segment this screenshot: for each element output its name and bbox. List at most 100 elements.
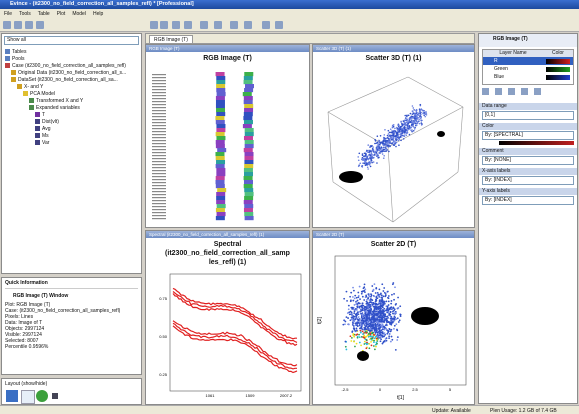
menu-item[interactable]: Plot <box>56 10 66 17</box>
image-strip <box>244 164 254 169</box>
toolbar <box>482 88 574 100</box>
scatter-point <box>363 328 366 331</box>
toolbar-button[interactable] <box>244 21 252 29</box>
toolbar-button[interactable] <box>482 88 489 95</box>
row-label <box>152 131 166 133</box>
scatter-point <box>388 328 391 331</box>
scatter-point <box>393 298 395 301</box>
tree-item[interactable]: Pools <box>5 56 138 63</box>
scatter-point <box>380 292 382 295</box>
scatter-point <box>353 308 355 311</box>
scatter-point <box>355 327 358 330</box>
layout-button[interactable] <box>36 390 48 402</box>
layer-row[interactable]: Green <box>483 65 573 73</box>
layer-row[interactable]: R <box>483 57 573 65</box>
scatter-point <box>386 321 388 324</box>
scatter-point <box>395 145 397 148</box>
tree-item[interactable]: Dist(vlt) <box>5 119 138 126</box>
scatter-point <box>353 328 356 331</box>
toolbar-button[interactable] <box>172 21 180 29</box>
scatter-point <box>359 322 362 325</box>
toolbar-button[interactable] <box>214 21 222 29</box>
toolbar-button[interactable] <box>275 21 283 29</box>
field-value[interactable]: By: [INDEX] <box>482 176 574 185</box>
toolbar-button[interactable] <box>25 21 33 29</box>
field-value[interactable]: By: [INDEX] <box>482 196 574 205</box>
layout-button[interactable] <box>52 393 58 399</box>
toolbar-button[interactable] <box>508 88 515 95</box>
menu-item[interactable]: Table <box>37 10 50 17</box>
tree-item[interactable]: Var <box>5 140 138 147</box>
scatter-point <box>366 311 369 314</box>
tree-item[interactable]: Transformed X and Y <box>5 98 138 105</box>
tree-label: Expanded variables <box>36 105 80 111</box>
scatter-point <box>401 123 404 126</box>
scatter-point <box>380 321 382 324</box>
scatter-point <box>393 324 396 327</box>
toolbar-button[interactable] <box>521 88 528 95</box>
scatter-point <box>366 315 369 318</box>
image-strip <box>217 188 227 193</box>
toolbar-button[interactable] <box>3 21 11 29</box>
image-strip <box>243 96 253 101</box>
row-label <box>152 149 166 151</box>
toolbar-button[interactable] <box>230 21 238 29</box>
tree-item[interactable]: Ms <box>5 133 138 140</box>
tree-item[interactable]: X- and Y <box>5 84 138 91</box>
menu-item[interactable]: Tools <box>19 10 31 17</box>
row-label <box>152 191 166 193</box>
scatter-point <box>365 161 367 164</box>
x-tick-label: -2.5 <box>342 387 350 392</box>
menu-item[interactable]: File <box>4 10 13 17</box>
toolbar-button[interactable] <box>200 21 208 29</box>
toolbar-button[interactable] <box>36 21 44 29</box>
tree-item[interactable]: DataSet (it2300_no_field_correction_all_… <box>5 77 138 84</box>
tree-item[interactable]: Case (it2300_no_field_correction_all_sam… <box>5 63 138 70</box>
scatter-point <box>356 309 358 311</box>
scatter-point <box>381 323 384 326</box>
row-label <box>152 113 166 115</box>
scatter-point <box>374 333 377 336</box>
scatter-point <box>389 128 392 130</box>
image-strip <box>243 208 253 213</box>
scatter-point <box>375 308 378 311</box>
toolbar-button[interactable] <box>184 21 192 29</box>
toolbar-button[interactable] <box>160 21 168 29</box>
tree-item[interactable]: Expanded variables <box>5 105 138 112</box>
tree-item[interactable]: Avg <box>5 126 138 133</box>
toolbar-button[interactable] <box>150 21 158 29</box>
scatter-point <box>404 123 406 125</box>
scatter-point <box>375 338 378 341</box>
toolbar-button[interactable] <box>534 88 541 95</box>
scatter-point <box>376 155 378 158</box>
scatter-point <box>390 319 393 322</box>
scatter-point <box>391 142 393 145</box>
tab[interactable]: RGB Image (T) <box>149 35 193 43</box>
tree-item[interactable]: Tables <box>5 49 138 56</box>
scatter-point <box>415 116 418 119</box>
menu-item[interactable]: Model <box>72 10 86 17</box>
toolbar-button[interactable] <box>495 88 502 95</box>
search-box[interactable]: Show all <box>4 36 139 45</box>
layout-button[interactable] <box>6 390 18 402</box>
scatter-point <box>386 324 389 327</box>
tree-item[interactable]: Original Data (it2300_no_field_correctio… <box>5 70 138 77</box>
tree-item[interactable]: T <box>5 112 138 119</box>
scatter-point <box>407 122 409 125</box>
field-value[interactable]: By: [NONE] <box>482 156 574 165</box>
tree-item[interactable]: PCA Model <box>5 91 138 98</box>
scatter-point <box>384 150 386 153</box>
field-value[interactable]: By: [SPECTRAL] <box>482 131 574 140</box>
scatter-point <box>383 315 386 317</box>
toolbar-button[interactable] <box>262 21 270 29</box>
scatter-point <box>354 322 357 325</box>
image-strip <box>242 124 252 129</box>
scatter-point <box>393 144 396 147</box>
quick-info-line: Objects: 2997124 <box>5 326 45 332</box>
field-value[interactable]: [0,1] <box>482 111 574 120</box>
menu-item[interactable]: Help <box>92 10 104 17</box>
layer-row[interactable]: Blue <box>483 73 573 81</box>
toolbar-button[interactable] <box>14 21 22 29</box>
layout-button[interactable] <box>21 390 35 404</box>
image-strip <box>244 88 254 93</box>
